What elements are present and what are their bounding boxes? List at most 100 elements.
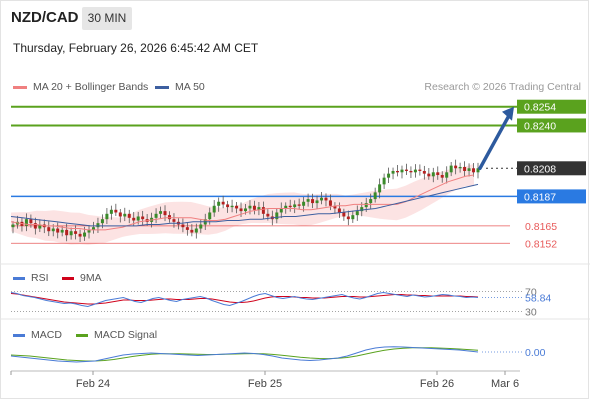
candle-body <box>346 216 350 220</box>
symbol-title: NZD/CAD <box>11 9 79 26</box>
bollinger-band <box>11 163 474 245</box>
candle-body <box>445 172 449 178</box>
ma20-legend-label: MA 20 + Bollinger Bands <box>33 81 149 93</box>
macd-signal-line <box>10 347 479 362</box>
candle-body <box>373 192 377 200</box>
macd-line <box>10 346 479 363</box>
candle-body <box>382 177 386 185</box>
candle-body <box>297 204 301 206</box>
candle-body <box>87 229 91 233</box>
rsi-ma-line <box>10 293 479 305</box>
candle-body <box>56 228 60 233</box>
candle-body <box>387 173 391 178</box>
candle-body <box>266 213 270 217</box>
x-tick-label: Feb 25 <box>248 378 282 390</box>
candle-body <box>311 199 315 204</box>
candle-body <box>261 207 265 214</box>
candle-body <box>449 165 453 173</box>
candle-body <box>391 170 395 174</box>
rsi-ma-swatch <box>62 276 74 280</box>
candle-body <box>109 209 113 214</box>
legend-macd: MACD <box>13 329 62 341</box>
ma20-swatch <box>13 85 27 89</box>
rsi-swatch <box>13 276 25 280</box>
candle-body <box>458 166 462 169</box>
candle-body <box>105 213 109 220</box>
macd-swatch <box>13 333 25 337</box>
candle-body <box>11 224 15 228</box>
candle-body <box>413 169 417 173</box>
candle-body <box>351 215 355 220</box>
candle-body <box>208 212 212 220</box>
candle-body <box>38 224 42 229</box>
level-tag-target <box>517 118 586 133</box>
candle-body <box>244 208 247 212</box>
level-tag-pivot <box>517 189 586 204</box>
candle-body <box>47 227 51 232</box>
candle-body <box>409 170 413 173</box>
candle-body <box>78 233 82 237</box>
rsi-level-label: 70 <box>525 287 537 299</box>
rsi-level-label: 30 <box>525 307 537 319</box>
candle-body <box>369 199 373 204</box>
level-tag-text-pivot: 0.8187 <box>524 191 556 203</box>
timeframe-badge[interactable]: 30 MIN <box>82 7 132 30</box>
level-tag-target <box>517 99 586 114</box>
x-tick-label: Mar 6 <box>491 378 519 390</box>
macd-current-value: 0.00 <box>525 347 546 359</box>
candle-body <box>342 212 346 217</box>
datetime-label: Thursday, February 26, 2026 6:45:42 AM C… <box>13 41 259 55</box>
candle-body <box>100 219 104 224</box>
candle-body <box>74 231 78 234</box>
candle-body <box>288 205 292 208</box>
candle-body <box>185 227 189 230</box>
level-tag-last_price <box>517 161 586 176</box>
candle-body <box>194 228 198 233</box>
candle-body <box>167 215 171 220</box>
candle-body <box>159 211 163 214</box>
candle-body <box>83 232 87 237</box>
candle-body <box>217 201 221 206</box>
legend-ma20: MA 20 + Bollinger Bands <box>13 81 148 93</box>
candle-body <box>275 212 279 220</box>
candle-body <box>33 223 37 229</box>
projection-arrow-shaft <box>478 111 512 171</box>
candle-body <box>284 205 288 209</box>
candle-body <box>24 219 28 226</box>
candle-body <box>226 204 230 208</box>
macd-signal-swatch <box>76 333 88 337</box>
ma50-legend-label: MA 50 <box>175 81 205 93</box>
candle-body <box>221 201 225 205</box>
candle-body <box>378 184 382 193</box>
legend-macd-signal: MACD Signal <box>76 329 157 341</box>
x-tick-label: Feb 24 <box>76 378 110 390</box>
candle-body <box>136 216 140 221</box>
rsi-legend-label: RSI <box>31 272 49 284</box>
candle-body <box>467 168 471 171</box>
level-tag-text-target: 0.8254 <box>524 102 556 114</box>
candle-body <box>181 224 185 228</box>
level-label-support: 0.8152 <box>525 238 557 250</box>
candle-body <box>190 229 194 233</box>
legend-ma50: MA 50 <box>155 81 205 93</box>
rsi-ma-legend-label: 9MA <box>80 272 102 284</box>
level-tag-text-last_price: 0.8208 <box>524 163 556 175</box>
legend-rsi-ma: 9MA <box>62 272 102 284</box>
candle-body <box>427 173 431 177</box>
candle-body <box>320 197 324 201</box>
candle-body <box>324 197 328 201</box>
candle-body <box>132 217 136 221</box>
candle-body <box>199 224 203 229</box>
candle-body <box>422 170 426 174</box>
candle-body <box>257 207 261 210</box>
candle-body <box>463 166 467 171</box>
candle-body <box>396 170 400 173</box>
candle-body <box>431 172 435 177</box>
candle-body <box>212 205 216 213</box>
candle-body <box>123 213 127 217</box>
ma50-line <box>10 183 479 227</box>
candle-body <box>65 229 69 236</box>
candle-body <box>360 207 364 212</box>
candle-body <box>114 209 118 213</box>
